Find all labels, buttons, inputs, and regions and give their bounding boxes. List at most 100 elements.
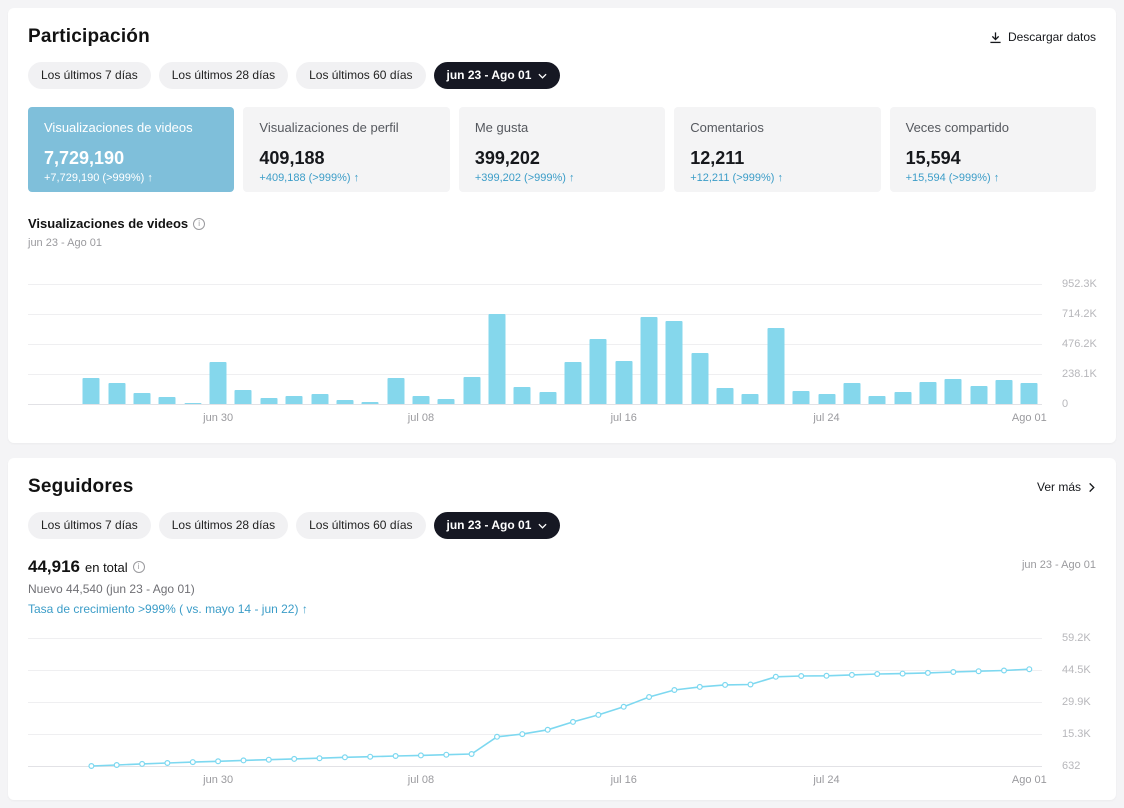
x-tick-label: jul 16 (610, 774, 637, 786)
info-icon[interactable]: i (193, 217, 206, 230)
metric-label: Veces compartido (905, 120, 1009, 135)
bar-jul-23[interactable] (792, 390, 810, 404)
y-tick-label: 476.2K (1062, 338, 1097, 350)
followers-filter-row: Los últimos 7 días Los últimos 28 días Los… (28, 512, 1096, 539)
followers-filter-pill-2[interactable]: Los últimos 60 días (296, 512, 426, 539)
engagement-filter-pill-1[interactable]: Los últimos 28 días (158, 62, 289, 89)
followers-title: Seguidores (28, 476, 134, 497)
y-tick-label: 29.9K (1062, 696, 1091, 708)
plot-area (28, 265, 1042, 405)
bar-jul-21[interactable] (741, 393, 759, 404)
bar-Ago-01[interactable] (1020, 382, 1038, 404)
engagement-date-range-dropdown[interactable]: jun 23 - Ago 01 (433, 62, 561, 89)
bar-jul-03[interactable] (285, 395, 303, 404)
y-tick-label: 44.5K (1062, 664, 1091, 676)
metric-value: 7,729,190 (44, 148, 125, 168)
bar-jul-15[interactable] (589, 338, 607, 404)
followers-filter-pill-1[interactable]: Los últimos 28 días (158, 512, 289, 539)
bar-jul-11[interactable] (488, 313, 506, 404)
x-tick-label: jul 08 (407, 412, 435, 424)
bar-jul-28[interactable] (919, 381, 937, 404)
bar-jul-09[interactable] (437, 398, 455, 404)
bar-jul-25[interactable] (843, 382, 861, 404)
metric-card-2[interactable]: Me gusta 399,202 +399,202 (>999%) ↑ (458, 107, 666, 192)
engagement-section: Participación Descargar datos Los último… (8, 8, 1116, 443)
x-tick-label: jul 08 (407, 774, 435, 786)
followers-date-range-dropdown[interactable]: jun 23 - Ago 01 (433, 512, 561, 539)
bar-jun-26[interactable] (108, 382, 126, 404)
bar-jun-29[interactable] (184, 402, 202, 404)
metric-label: Comentarios (690, 120, 764, 135)
gridline (28, 344, 1042, 345)
bar-jul-20[interactable] (716, 387, 734, 404)
up-arrow-icon: ↑ (301, 602, 308, 616)
bar-jul-22[interactable] (767, 328, 785, 404)
y-tick-label: 632 (1062, 760, 1081, 772)
engagement-filter-row: Los últimos 7 días Los últimos 28 días Los… (28, 62, 1096, 89)
followers-new-label: Nuevo 44,540 (jun 23 - Ago 01) (28, 582, 195, 596)
bar-jul-17[interactable] (640, 317, 658, 404)
metric-label: Visualizaciones de perfil (259, 120, 399, 135)
up-arrow-icon: ↑ (353, 172, 360, 184)
y-tick-label: 15.3K (1062, 728, 1091, 740)
followers-filter-pill-0[interactable]: Los últimos 7 días (28, 512, 151, 539)
metric-card-row: Visualizaciones de videos 7,729,190 +7,729… (28, 107, 1097, 192)
bar-jul-13[interactable] (539, 391, 557, 404)
gridline (28, 374, 1042, 375)
bar-jul-02[interactable] (260, 397, 278, 404)
bar-jul-07[interactable] (387, 378, 405, 404)
bar-jul-12[interactable] (513, 387, 531, 404)
x-tick-label: jun 30 (203, 412, 234, 424)
up-arrow-icon: ↑ (993, 172, 1000, 184)
bar-jun-30[interactable] (209, 362, 227, 404)
see-more-button[interactable]: Ver más (1037, 480, 1096, 494)
followers-growth-label: Tasa de crecimiento >999% ( vs. mayo 14 … (28, 602, 308, 616)
bar-jul-16[interactable] (615, 361, 633, 404)
chevron-right-icon (1087, 482, 1096, 493)
gridline (28, 638, 1042, 639)
y-tick-label: 59.2K (1062, 632, 1091, 644)
bar-jul-04[interactable] (311, 393, 329, 404)
download-data-button[interactable]: Descargar datos (989, 30, 1096, 44)
up-arrow-icon: ↑ (569, 172, 575, 184)
bar-jul-01[interactable] (234, 389, 252, 404)
x-tick-label: jul 24 (813, 412, 840, 424)
metric-card-3[interactable]: Comentarios 12,211 +12,211 (>999%) ↑ (674, 107, 881, 192)
bar-jun-28[interactable] (158, 396, 176, 404)
metric-value: 15,594 (905, 148, 961, 168)
metric-card-1[interactable]: Visualizaciones de perfil 409,188 +409,188… (243, 107, 450, 192)
bar-jul-18[interactable] (665, 320, 683, 404)
plot-area (28, 624, 1042, 770)
x-tick-label: jul 16 (610, 412, 637, 424)
bar-jul-10[interactable] (463, 376, 481, 404)
chevron-down-icon (538, 519, 547, 532)
info-icon[interactable]: i (132, 561, 145, 573)
metric-card-4[interactable]: Veces compartido 15,594 +15,594 (>999%) ↑ (889, 107, 1097, 192)
followers-line-chart: 59.2K 44.5K 29.9K 15.3K 632 jun 30 jul 08 jul 1… (28, 624, 1096, 794)
bar-jul-31[interactable] (995, 379, 1013, 404)
x-tick-label: jun 30 (203, 774, 234, 786)
bar-jul-27[interactable] (894, 391, 912, 404)
bar-jul-29[interactable] (944, 378, 962, 404)
bar-jul-26[interactable] (868, 395, 886, 404)
followers-date-range-label: jun 23 - Ago 01 (446, 518, 532, 532)
bar-jun-27[interactable] (133, 392, 151, 404)
engagement-title: Participación (28, 26, 150, 47)
followers-total-suffix: en total (85, 559, 128, 575)
bar-jul-30[interactable] (970, 385, 988, 404)
bar-jul-08[interactable] (412, 395, 430, 404)
bar-jun-25[interactable] (82, 377, 100, 404)
bar-jul-24[interactable] (818, 393, 836, 404)
bar-jul-05[interactable] (336, 399, 354, 404)
engagement-chart-title: Visualizaciones de videos (28, 216, 189, 231)
metric-card-0[interactable]: Visualizaciones de videos 7,729,190 +7,729… (28, 107, 235, 192)
engagement-filter-pill-2[interactable]: Los últimos 60 días (296, 62, 426, 89)
engagement-filter-pill-0[interactable]: Los últimos 7 días (28, 62, 151, 89)
see-more-label: Ver más (1036, 480, 1081, 494)
gridline (28, 404, 1042, 405)
followers-trend-line[interactable] (28, 624, 1042, 772)
bar-jul-06[interactable] (361, 401, 379, 404)
bar-jul-19[interactable] (691, 353, 709, 404)
bar-jul-14[interactable] (564, 362, 582, 404)
gridline (28, 670, 1042, 671)
